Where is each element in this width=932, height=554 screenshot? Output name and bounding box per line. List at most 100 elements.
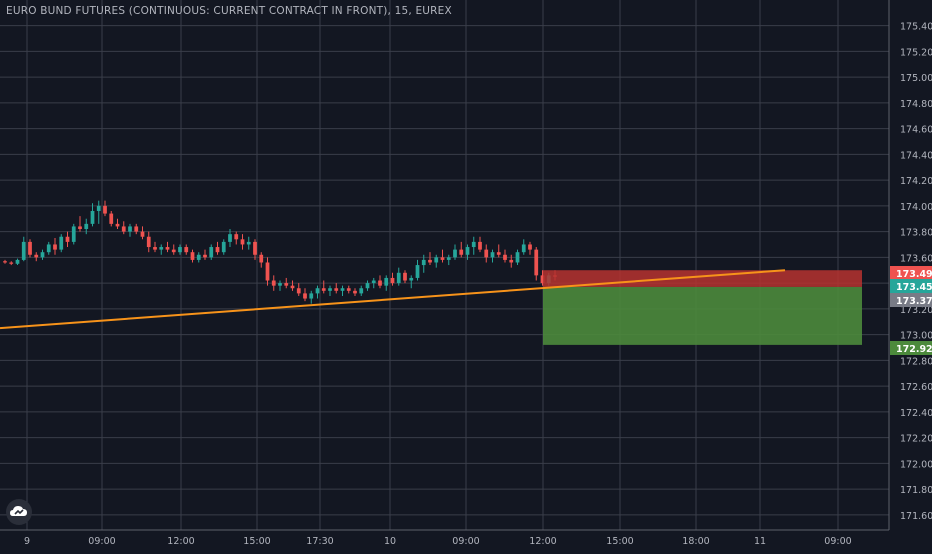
candle-body xyxy=(234,234,239,240)
candle-body xyxy=(309,293,314,299)
candle-body xyxy=(503,254,507,260)
candle-body xyxy=(15,259,20,264)
candle-body xyxy=(346,288,351,291)
candle-body xyxy=(534,249,539,276)
y-tick-label: 174.80 xyxy=(900,99,932,110)
candle-body xyxy=(178,247,182,253)
candle-body xyxy=(528,244,532,250)
candle-body xyxy=(396,272,401,284)
y-tick-label: 171.60 xyxy=(900,511,932,522)
candle-body xyxy=(128,226,132,232)
x-tick-label: 18:00 xyxy=(682,536,709,547)
candle-body xyxy=(3,261,7,263)
candle-body xyxy=(153,247,157,250)
candle-body xyxy=(515,252,520,263)
y-tick-label: 173.00 xyxy=(900,331,932,342)
candle-body xyxy=(115,223,120,227)
candle-body xyxy=(34,254,39,258)
candle-body xyxy=(109,213,114,224)
candle-body xyxy=(53,244,57,250)
y-tick-label: 172.40 xyxy=(900,408,932,419)
candle-body xyxy=(271,280,276,286)
candle-body xyxy=(240,239,245,245)
x-tick-label: 10 xyxy=(384,536,396,547)
y-tick-label: 172.80 xyxy=(900,356,932,367)
candle-body xyxy=(259,254,264,263)
candle-body xyxy=(228,234,232,242)
price-label: 173.37 xyxy=(896,296,932,307)
x-tick-label: 09:00 xyxy=(824,536,851,547)
candle-body xyxy=(140,231,145,237)
chart-title: EURO BUND FUTURES (CONTINUOUS: CURRENT C… xyxy=(6,5,452,17)
x-tick-label: 15:00 xyxy=(606,536,633,547)
y-tick-label: 172.60 xyxy=(900,382,932,393)
candle-body xyxy=(521,244,526,253)
candle-body xyxy=(340,288,345,291)
candle-body xyxy=(203,254,207,258)
candle-body xyxy=(471,241,476,248)
candle-body xyxy=(184,247,189,253)
y-tick-label: 173.60 xyxy=(900,253,932,264)
candle-body xyxy=(9,262,14,264)
candle-body xyxy=(196,254,201,260)
y-tick-label: 174.20 xyxy=(900,176,932,187)
x-tick-label: 9 xyxy=(24,536,30,547)
price-label: 173.49 xyxy=(896,269,932,280)
y-tick-label: 173.20 xyxy=(900,305,932,316)
candle-body xyxy=(21,241,26,260)
candle-body xyxy=(265,262,270,281)
candle-body xyxy=(328,288,332,291)
candle-body xyxy=(59,236,64,250)
candle-body xyxy=(103,205,107,214)
candle-body xyxy=(540,275,545,284)
candle-body xyxy=(453,249,457,258)
candle-body xyxy=(78,226,82,230)
candle-body xyxy=(478,241,482,250)
candle-body xyxy=(509,259,514,263)
candle-body xyxy=(121,226,126,232)
candle-body xyxy=(434,257,439,263)
candle-body xyxy=(421,259,426,266)
candle-body xyxy=(371,280,376,284)
x-tick-label: 09:00 xyxy=(452,536,479,547)
candle-body xyxy=(365,283,370,289)
candle-body xyxy=(484,249,489,258)
candle-body xyxy=(290,285,295,289)
candle-body xyxy=(403,272,407,281)
x-tick-label: 17:30 xyxy=(306,536,333,547)
candle-body xyxy=(315,288,320,294)
candle-body xyxy=(84,223,89,230)
candle-body xyxy=(134,226,139,232)
price-label-box xyxy=(890,341,932,355)
candle-body xyxy=(40,252,45,258)
cloud-icon xyxy=(10,506,27,516)
candle-body xyxy=(190,252,195,260)
candle-body xyxy=(390,277,395,284)
y-tick-label: 175.00 xyxy=(900,73,932,84)
candle-body xyxy=(146,236,151,248)
candle-body xyxy=(221,241,226,253)
price-label-box xyxy=(890,266,932,280)
candle-body xyxy=(165,247,170,250)
candle-body xyxy=(440,257,445,260)
candle-body xyxy=(359,288,364,294)
x-tick-label: 11 xyxy=(754,536,766,547)
candle-body xyxy=(415,265,420,278)
candle-body xyxy=(321,288,326,291)
candle-body xyxy=(296,288,301,294)
candle-body xyxy=(96,205,101,211)
candle-body xyxy=(253,241,257,255)
candle-body xyxy=(378,280,382,286)
price-label-box xyxy=(890,279,932,293)
y-tick-label: 172.20 xyxy=(900,434,932,445)
y-tick-label: 175.20 xyxy=(900,47,932,58)
candle-body xyxy=(446,257,451,260)
candle-body xyxy=(215,247,220,253)
candle-body xyxy=(490,252,495,258)
x-tick-label: 12:00 xyxy=(529,536,556,547)
trendline xyxy=(0,269,786,330)
candle-body xyxy=(171,249,176,253)
x-tick-label: 15:00 xyxy=(243,536,270,547)
